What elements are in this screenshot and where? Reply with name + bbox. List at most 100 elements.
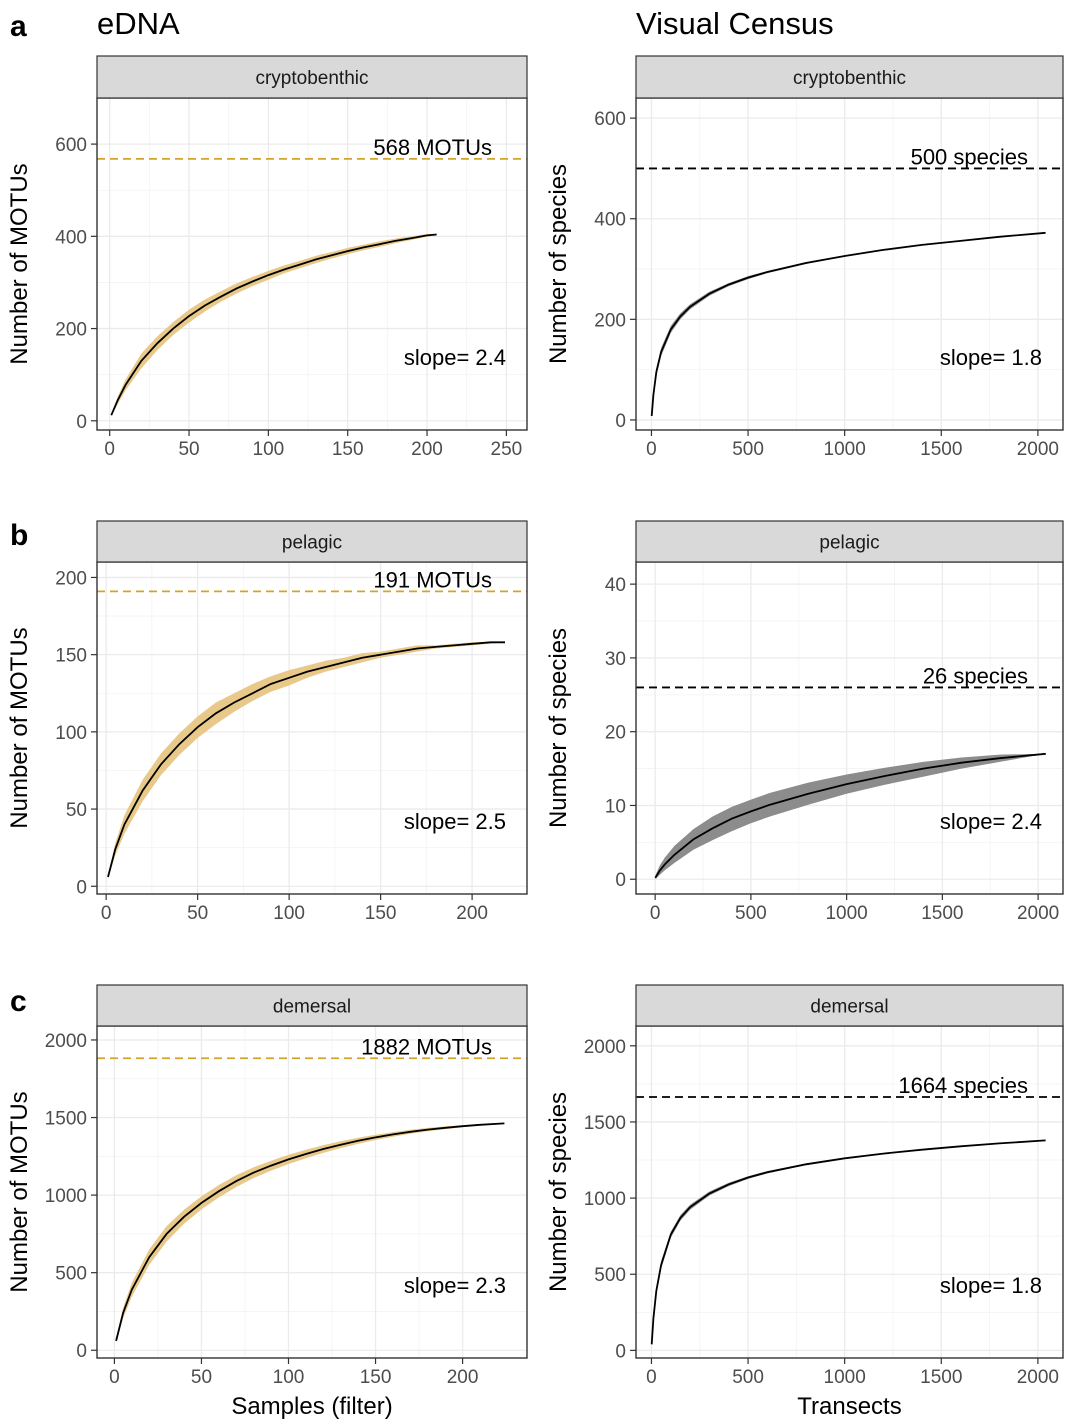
facet-strip [635, 984, 1064, 1027]
plot-background [636, 1026, 1063, 1358]
facet-strip [635, 55, 1064, 99]
slope-label: slope= 1.8 [940, 1273, 1042, 1298]
total-richness-label: 568 MOTUs [373, 135, 492, 160]
minor-gridlines [97, 562, 527, 894]
y-tick-label: 600 [594, 109, 626, 130]
x-tick-label: 0 [104, 439, 115, 460]
y-axis-title: Number of MOTUs [6, 627, 33, 828]
accumulation-curve [650, 1139, 1046, 1345]
facet-strip-label: cryptobenthic [793, 68, 906, 89]
column-title-visual-census: Visual Census [636, 6, 834, 41]
major-gridlines [636, 1026, 1063, 1358]
panel-letter-a: a [10, 10, 27, 43]
panel-letter-b: b [10, 519, 28, 552]
plot-background [97, 1026, 527, 1358]
y-axis-title: Number of species [545, 1092, 572, 1292]
x-tick-label: 500 [732, 439, 764, 460]
y-tick-label: 100 [55, 723, 87, 744]
y-tick-label: 400 [594, 210, 626, 231]
y-tick-label: 0 [615, 870, 626, 891]
chart-a-edna: 568 MOTUs slope= 2.4 cryptobenthic 0 50 100 15… [6, 55, 528, 460]
slope-label: slope= 2.5 [404, 809, 506, 834]
facet-strip [635, 520, 1064, 563]
y-tick-label: 1500 [45, 1109, 87, 1130]
y-tick-label: 1000 [584, 1189, 626, 1210]
x-tick-label: 50 [191, 1367, 212, 1388]
x-tick-label: 0 [646, 439, 657, 460]
minor-gridlines [636, 1026, 1063, 1358]
x-tick-label: 0 [109, 1367, 120, 1388]
x-tick-label: 1500 [921, 903, 963, 924]
total-richness-label: 1664 species [898, 1073, 1028, 1098]
x-tick-label: 2000 [1017, 439, 1059, 460]
major-gridlines [97, 562, 527, 894]
x-tick-label: 1500 [920, 439, 962, 460]
chart-c-vc: 1664 species slope= 1.8 demersal 0 500 1000 15… [545, 984, 1064, 1420]
minor-gridlines [636, 98, 1063, 430]
accumulation-curve [650, 231, 1046, 416]
x-tick-label: 50 [187, 903, 208, 924]
x-tick-label: 2000 [1017, 1367, 1059, 1388]
x-tick-label: 500 [732, 1367, 764, 1388]
plot-background [97, 562, 527, 894]
accumulation-curve [110, 233, 437, 416]
y-tick-label: 0 [76, 412, 87, 433]
x-tick-label: 250 [491, 439, 523, 460]
chart-a-vc: 500 species slope= 1.8 cryptobenthic 0 500 10… [545, 55, 1064, 460]
minor-gridlines [636, 562, 1063, 894]
y-tick-label: 1500 [584, 1113, 626, 1134]
y-tick-label: 30 [605, 649, 626, 670]
total-richness-label: 1882 MOTUs [361, 1034, 492, 1059]
y-axis-title: Number of MOTUs [6, 1091, 33, 1292]
x-tick-label: 1000 [824, 1367, 866, 1388]
facet-strip [96, 520, 528, 563]
y-tick-label: 2000 [45, 1031, 87, 1052]
y-tick-label: 600 [55, 135, 87, 156]
chart-c-edna: 1882 MOTUs slope= 2.3 demersal 0 50 100 150 200… [6, 984, 528, 1420]
major-gridlines [636, 562, 1063, 894]
y-tick-label: 2000 [584, 1037, 626, 1058]
y-tick-label: 200 [594, 310, 626, 331]
x-tick-label: 150 [365, 903, 397, 924]
x-tick-label: 150 [332, 439, 364, 460]
y-tick-label: 0 [76, 877, 87, 898]
y-axis-title: Number of species [545, 164, 572, 364]
y-tick-label: 1000 [45, 1186, 87, 1207]
panel-letter-c: c [10, 985, 27, 1018]
x-tick-label: 200 [447, 1367, 479, 1388]
slope-label: slope= 2.4 [940, 809, 1042, 834]
x-tick-label: 500 [735, 903, 767, 924]
y-axis-title: Number of species [545, 628, 572, 828]
chart-b-edna: 191 MOTUs slope= 2.5 pelagic 0 50 100 150 200 0 5… [6, 520, 528, 924]
y-tick-label: 150 [55, 646, 87, 667]
y-tick-label: 10 [605, 796, 626, 817]
facet-strip-label: pelagic [282, 533, 342, 554]
y-tick-label: 50 [66, 800, 87, 821]
y-axis-title: Number of MOTUs [6, 163, 33, 364]
y-tick-label: 0 [615, 411, 626, 432]
slope-label: slope= 2.4 [404, 345, 506, 370]
major-gridlines [97, 1026, 527, 1358]
x-tick-label: 100 [273, 1367, 305, 1388]
facet-strip [96, 55, 528, 99]
column-title-edna: eDNA [97, 6, 180, 41]
x-tick-label: 50 [178, 439, 199, 460]
x-axis-title: Transects [797, 1393, 901, 1420]
y-tick-label: 0 [76, 1341, 87, 1362]
x-tick-label: 100 [273, 903, 305, 924]
y-tick-label: 200 [55, 320, 87, 341]
confidence-ribbon [655, 753, 1046, 880]
y-tick-label: 0 [615, 1341, 626, 1362]
total-richness-label: 500 species [911, 144, 1028, 169]
y-tick-label: 400 [55, 227, 87, 248]
x-tick-label: 2000 [1017, 903, 1059, 924]
y-tick-label: 500 [594, 1265, 626, 1286]
major-gridlines [636, 98, 1063, 430]
accumulation-curve [107, 641, 505, 878]
x-tick-label: 100 [253, 439, 285, 460]
x-tick-label: 150 [360, 1367, 392, 1388]
accumulation-curve [654, 752, 1046, 879]
x-tick-label: 1500 [920, 1367, 962, 1388]
